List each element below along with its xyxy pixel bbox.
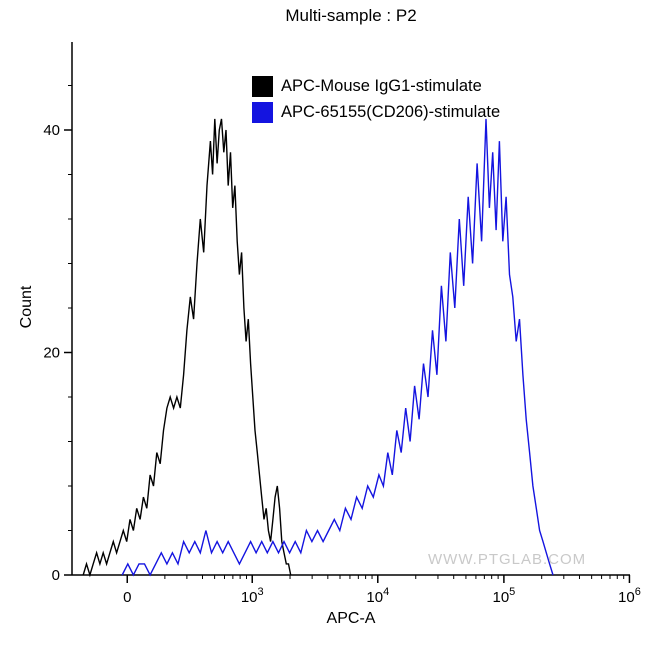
legend-label-igg1: APC-Mouse IgG1-stimulate <box>281 77 482 95</box>
x-tick-label: 106 <box>618 586 641 606</box>
watermark: WWW.PTGLAB.COM <box>428 551 587 568</box>
x-tick-label: 104 <box>366 586 389 606</box>
legend-swatch-igg1 <box>252 76 273 97</box>
histogram-curve-1 <box>121 118 554 577</box>
legend-label-cd206: APC-65155(CD206)-stimulate <box>281 103 501 121</box>
page-title: Multi-sample : P2 <box>285 6 417 25</box>
legend: APC-Mouse IgG1-stimulate APC-65155(CD206… <box>252 76 500 123</box>
legend-item-igg1: APC-Mouse IgG1-stimulate <box>252 76 500 97</box>
x-axis-label: APC-A <box>326 610 376 627</box>
x-tick-label: 105 <box>492 586 515 606</box>
y-tick-label: 40 <box>43 122 60 139</box>
y-tick-label: 0 <box>52 567 60 584</box>
x-tick-label: 103 <box>241 586 264 606</box>
legend-item-cd206: APC-65155(CD206)-stimulate <box>252 102 500 123</box>
legend-swatch-cd206 <box>252 102 273 123</box>
histogram-curve-0 <box>82 118 292 578</box>
y-tick-label: 20 <box>43 345 60 362</box>
y-axis-label: Count <box>18 285 35 329</box>
x-tick-label: 0 <box>123 589 131 606</box>
